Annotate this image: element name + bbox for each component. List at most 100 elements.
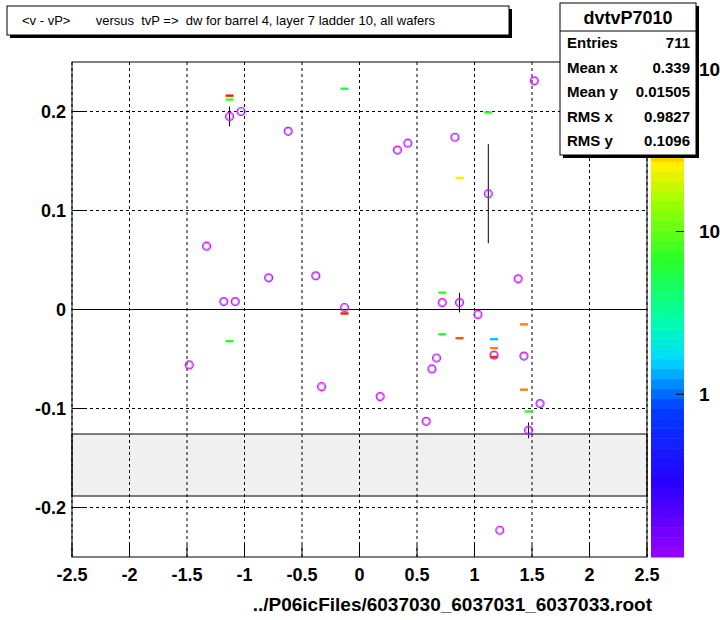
stats-value: 711 [666,34,690,51]
cell [438,291,446,293]
point [496,526,504,534]
palette-band [651,349,684,359]
point-inner [485,191,491,197]
point-inner [405,140,411,146]
cell [490,347,498,349]
point [341,304,349,312]
colorbar-tick [676,231,684,232]
point [318,383,326,391]
point-inner [319,384,325,390]
palette-band [651,171,684,181]
stats-value: 0.1096 [644,132,690,149]
tick [72,408,84,409]
y-tick-label: -0.1 [35,399,66,419]
cell [341,88,349,90]
y-tick-label: -0.2 [35,498,66,518]
x-tick-label: -0.5 [286,565,317,585]
point [525,426,533,434]
x-tick-label: 1 [469,565,479,585]
point [376,393,384,401]
point [451,133,459,141]
x-tick-label: 1.5 [519,565,544,585]
palette-band [651,537,684,547]
x-tick-label: 0 [354,565,364,585]
grid-line [72,309,647,310]
palette-band [651,220,684,230]
palette-band [651,379,684,389]
palette-band [651,181,684,191]
x-tick-label: -2 [121,565,137,585]
point-inner [227,113,233,119]
point [490,351,498,359]
tick [129,545,130,557]
stats-label: RMS y [567,132,614,149]
palette-band [651,240,684,250]
stats-value: 0.339 [652,59,690,76]
palette-band [651,260,684,270]
y-tick-label: 0 [56,300,66,320]
title: <v - vP> versus tvP => dw for barrel 4, … [22,13,436,28]
point-inner [285,128,291,134]
error-bar [229,107,230,127]
point [484,190,492,198]
point-inner [186,362,192,368]
palette-band [651,438,684,448]
stats-box [560,3,696,155]
colorbar-label: 10² [699,59,720,80]
point-inner [434,355,440,361]
palette-band [651,488,684,498]
palette-band [651,359,684,369]
stats-label: Mean x [567,59,619,76]
chart: -2.5-2-1.5-1-0.500.511.522.5-0.2-0.100.1… [0,0,720,620]
point-inner [232,299,238,305]
palette-band [651,201,684,211]
palette-band [651,329,684,339]
tick [532,545,533,557]
tick [72,507,84,508]
point-inner [429,366,435,372]
grid-line [72,210,647,211]
palette-band [651,418,684,428]
point-inner [342,305,348,311]
tick [417,545,418,557]
cell [490,356,498,358]
palette-band [651,161,684,171]
colorbar-tick [676,394,684,395]
point-inner [526,427,532,433]
stats-sep [560,31,696,32]
x-tick-label: -1 [236,565,252,585]
error-bar [459,293,460,313]
tick [647,545,648,557]
point [456,299,464,307]
point [433,354,441,362]
point [428,365,436,373]
cell [456,337,464,339]
stats-value: 0.01505 [636,83,690,100]
point [237,108,245,116]
palette-band [651,498,684,508]
palette-band [651,428,684,438]
error-bar [528,422,529,438]
point [220,298,228,306]
point [520,352,528,360]
palette-band [651,319,684,329]
point [514,275,522,283]
point [422,417,430,425]
stats-label: Entries [567,34,618,51]
palette-band [651,399,684,409]
point [203,242,211,250]
tick [72,111,84,112]
palette-band [651,389,684,399]
point [226,112,234,120]
point-inner [531,78,537,84]
point-inner [515,276,521,282]
x-tick-label: -1.5 [171,565,202,585]
x-label: ../P06icFiles/6037030_6037031_6037033.ro… [253,594,653,615]
tick [359,545,360,557]
y-tick-label: 0.2 [41,102,66,122]
point-inner [521,353,527,359]
palette-band [651,211,684,221]
palette-band [651,547,684,557]
palette-band [651,508,684,518]
cell [341,312,349,314]
